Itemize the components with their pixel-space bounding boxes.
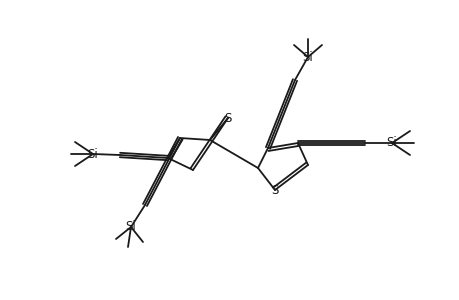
Text: S: S (271, 184, 278, 196)
Text: S: S (224, 112, 231, 124)
Text: Si: Si (302, 50, 313, 64)
Text: Si: Si (386, 136, 397, 149)
Text: Si: Si (87, 148, 98, 160)
Text: Si: Si (125, 220, 136, 233)
